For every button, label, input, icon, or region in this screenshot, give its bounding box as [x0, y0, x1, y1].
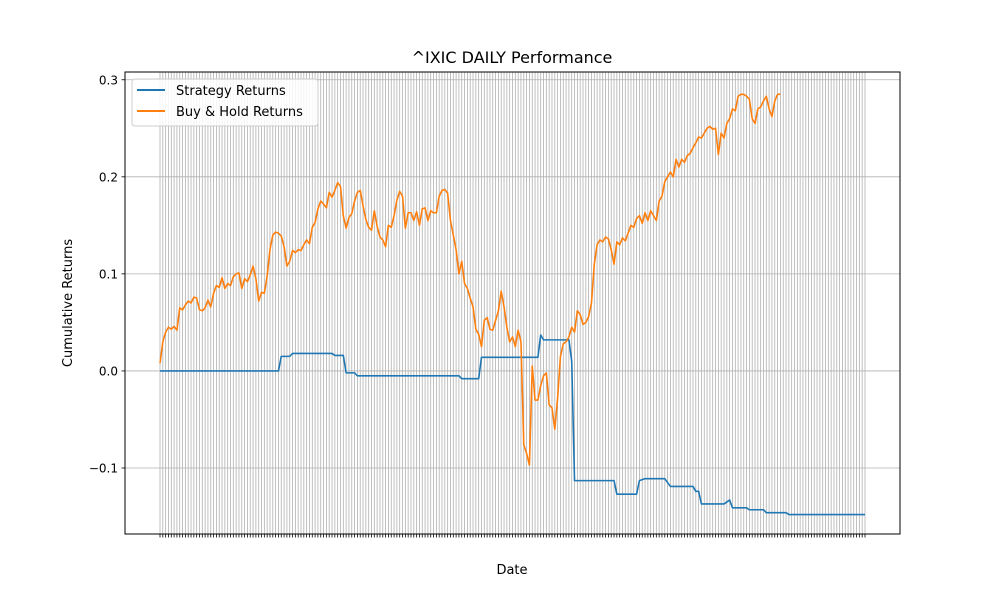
x-grid	[159, 72, 866, 534]
x-axis	[159, 534, 866, 538]
legend-label-buy-hold: Buy & Hold Returns	[176, 105, 303, 120]
y-tick-label: 0.1	[99, 267, 118, 281]
y-tick-label: 0.3	[99, 73, 118, 87]
series-line-0	[160, 334, 865, 516]
y-tick-label: 0.2	[99, 170, 118, 184]
y-axis-label: Cumulative Returns	[61, 239, 76, 367]
y-tick-label: −0.1	[89, 462, 118, 476]
legend: Strategy Returns Buy & Hold Returns	[131, 78, 319, 127]
legend-box	[131, 78, 319, 127]
y-tick-label: 0.0	[99, 364, 118, 378]
y-axis: −0.1 0.0 0.1 0.2 0.3	[89, 73, 125, 476]
legend-label-strategy: Strategy Returns	[176, 84, 286, 99]
x-axis-label: Date	[496, 563, 527, 578]
chart-title: ^IXIC DAILY Performance	[412, 48, 613, 67]
series-layer	[159, 93, 865, 516]
series-line-1	[159, 93, 781, 466]
